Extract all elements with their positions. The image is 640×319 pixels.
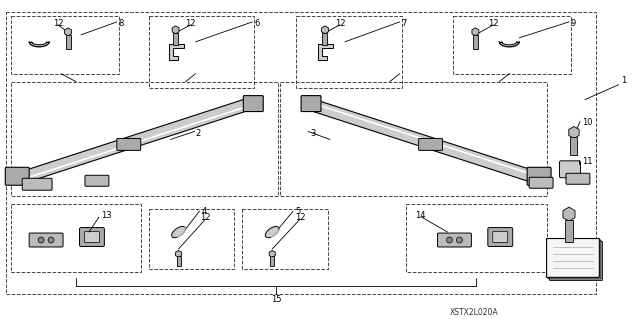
Bar [454,16,571,74]
Bar [148,209,234,269]
FancyBboxPatch shape [438,233,472,247]
Bar [570,137,577,155]
FancyBboxPatch shape [117,138,141,150]
Polygon shape [29,42,49,47]
Bar [565,220,573,242]
Bar [12,204,141,272]
Bar [280,82,547,196]
Polygon shape [24,98,252,182]
Text: 8: 8 [119,19,124,28]
Bar [173,33,178,45]
Polygon shape [306,98,534,182]
FancyBboxPatch shape [547,239,599,277]
Circle shape [48,237,54,243]
FancyBboxPatch shape [29,233,63,247]
Polygon shape [569,126,579,138]
FancyBboxPatch shape [550,241,602,280]
Polygon shape [269,250,275,257]
Polygon shape [499,42,519,47]
Text: 15: 15 [271,295,282,304]
Polygon shape [175,250,182,257]
Text: 10: 10 [582,117,593,127]
FancyBboxPatch shape [243,96,263,112]
FancyBboxPatch shape [5,167,29,185]
FancyBboxPatch shape [493,232,508,242]
FancyBboxPatch shape [301,96,321,112]
Polygon shape [318,44,333,60]
Text: 11: 11 [582,157,593,166]
Bar [243,209,328,269]
Text: 7: 7 [402,19,407,28]
Bar [323,33,328,45]
Text: 3: 3 [310,130,316,138]
Polygon shape [172,26,179,34]
Text: 5: 5 [295,207,300,216]
Polygon shape [266,226,279,238]
Circle shape [456,237,463,243]
Bar [473,35,478,49]
Text: 12: 12 [295,213,305,222]
FancyBboxPatch shape [419,138,442,150]
Bar [148,16,254,88]
Bar [406,204,547,272]
Polygon shape [472,28,479,36]
Circle shape [447,237,452,243]
Bar [270,256,274,266]
Text: XSTX2L020A: XSTX2L020A [449,308,498,317]
FancyBboxPatch shape [79,227,104,247]
Text: 1: 1 [621,76,626,85]
Text: 9: 9 [571,19,576,28]
FancyBboxPatch shape [84,232,99,242]
FancyBboxPatch shape [22,178,52,190]
FancyBboxPatch shape [488,227,513,247]
Bar [12,16,119,74]
Text: 6: 6 [254,19,260,28]
Text: 12: 12 [335,19,345,28]
Circle shape [38,237,44,243]
Bar [177,256,180,266]
Text: 12: 12 [53,19,63,28]
Bar [6,12,596,294]
Text: 12: 12 [200,213,211,222]
Polygon shape [168,44,184,60]
FancyBboxPatch shape [527,167,551,185]
Text: 13: 13 [101,211,111,220]
Polygon shape [172,226,186,238]
FancyBboxPatch shape [548,240,601,279]
Bar [296,16,402,88]
FancyBboxPatch shape [85,175,109,186]
Text: 4: 4 [202,207,207,216]
Text: 12: 12 [488,19,499,28]
Bar [65,35,70,49]
Polygon shape [65,28,72,36]
Text: 2: 2 [195,130,201,138]
FancyBboxPatch shape [559,161,580,178]
FancyBboxPatch shape [566,173,590,184]
Polygon shape [321,26,328,34]
Text: 12: 12 [185,19,196,28]
Bar [12,82,278,196]
FancyBboxPatch shape [529,177,553,188]
Polygon shape [563,207,575,221]
Text: 14: 14 [415,211,425,220]
